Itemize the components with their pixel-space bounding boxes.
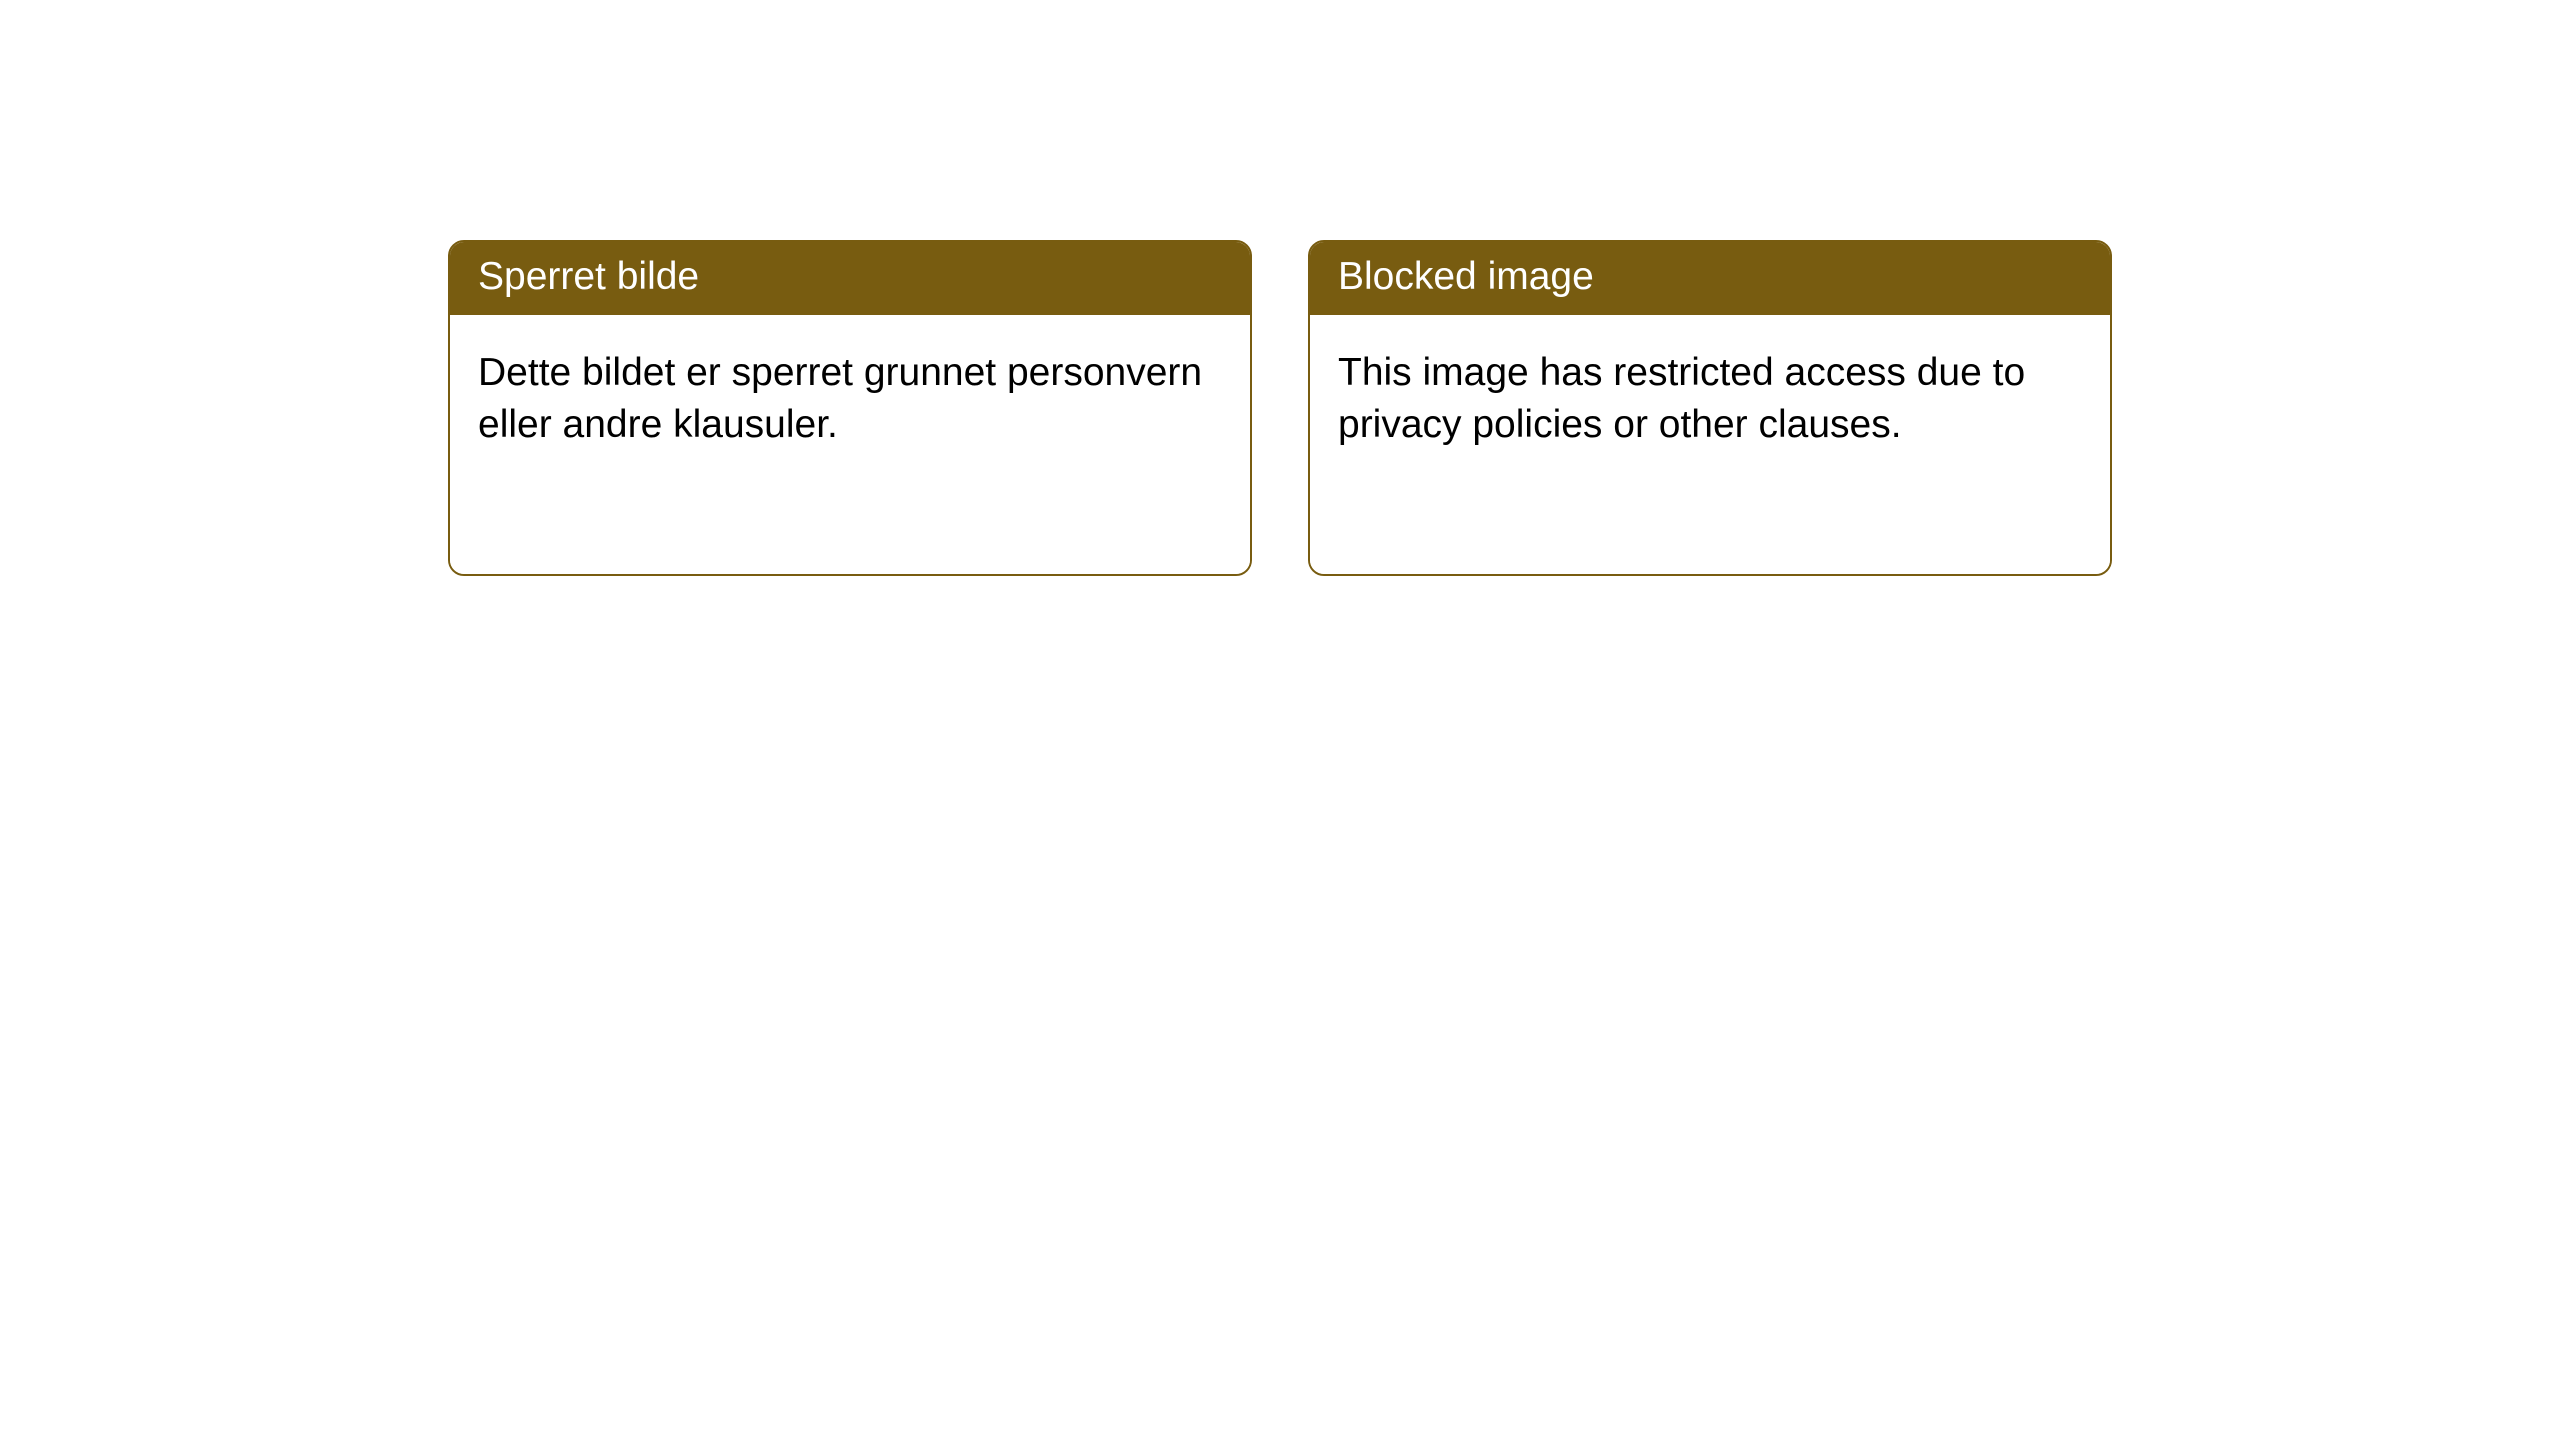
- notice-container: Sperret bilde Dette bildet er sperret gr…: [448, 240, 2112, 576]
- card-body: Dette bildet er sperret grunnet personve…: [450, 315, 1250, 574]
- card-title: Sperret bilde: [478, 255, 699, 298]
- card-body: This image has restricted access due to …: [1310, 315, 2110, 574]
- notice-card-norwegian: Sperret bilde Dette bildet er sperret gr…: [448, 240, 1252, 576]
- card-body-text: Dette bildet er sperret grunnet personve…: [478, 351, 1202, 447]
- card-body-text: This image has restricted access due to …: [1338, 351, 2025, 447]
- card-header: Sperret bilde: [450, 242, 1250, 315]
- card-header: Blocked image: [1310, 242, 2110, 315]
- notice-card-english: Blocked image This image has restricted …: [1308, 240, 2112, 576]
- card-title: Blocked image: [1338, 255, 1594, 298]
